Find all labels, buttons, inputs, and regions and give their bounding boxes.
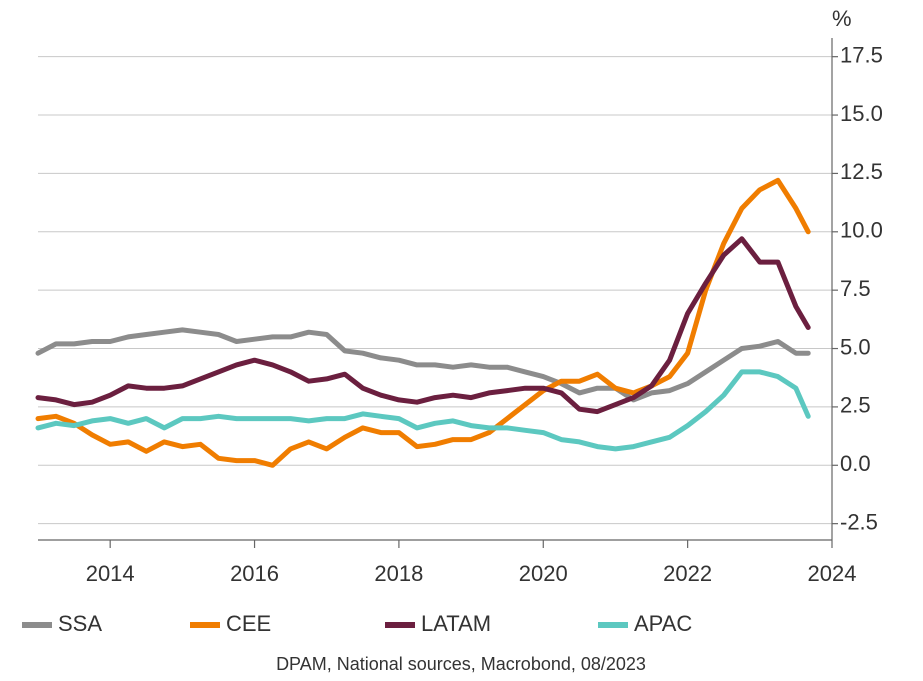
x-tick-label: 2018	[374, 561, 423, 586]
x-tick-label: 2016	[230, 561, 279, 586]
y-axis-unit: %	[832, 6, 852, 31]
legend-label: LATAM	[421, 611, 491, 636]
y-tick-label: 17.5	[840, 42, 883, 67]
x-tick-label: 2014	[86, 561, 135, 586]
y-tick-label: 10.0	[840, 218, 883, 243]
y-tick-label: 7.5	[840, 276, 871, 301]
y-tick-label: 12.5	[840, 159, 883, 184]
series-line	[35, 177, 811, 468]
legend-label: APAC	[634, 611, 692, 636]
y-tick-label: 0.0	[840, 451, 871, 476]
series-line	[35, 236, 811, 415]
series-line	[35, 369, 811, 452]
x-tick-label: 2020	[519, 561, 568, 586]
x-tick-label: 2024	[808, 561, 857, 586]
legend-label: SSA	[58, 611, 102, 636]
x-tick-label: 2022	[663, 561, 712, 586]
y-tick-label: 5.0	[840, 334, 871, 359]
series-line	[35, 327, 811, 403]
source-note: DPAM, National sources, Macrobond, 08/20…	[276, 654, 646, 674]
legend-label: CEE	[226, 611, 271, 636]
y-tick-label: 2.5	[840, 393, 871, 418]
y-tick-label: 15.0	[840, 101, 883, 126]
y-tick-label: -2.5	[840, 509, 878, 534]
